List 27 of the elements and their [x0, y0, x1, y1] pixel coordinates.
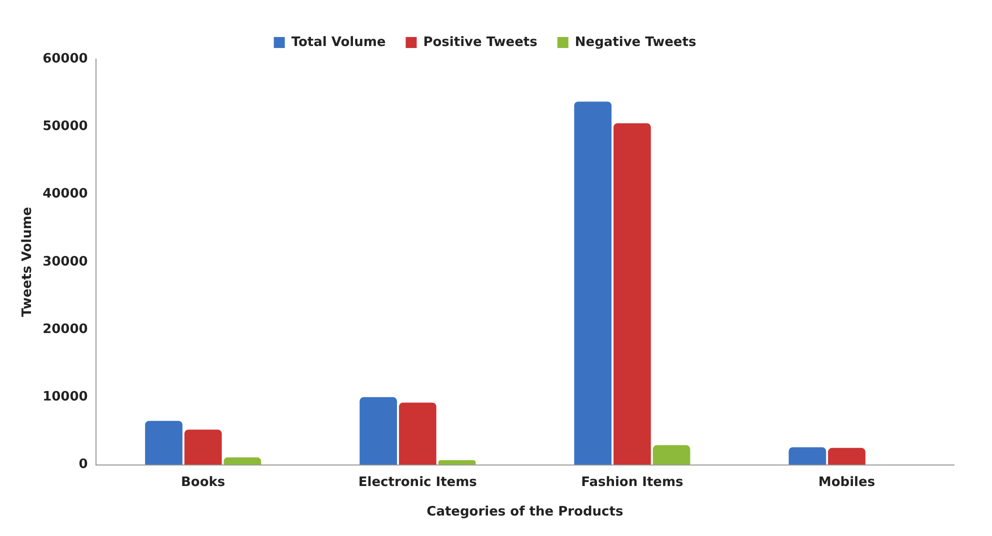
legend-label: Negative Tweets	[574, 34, 696, 50]
legend-label: Positive Tweets	[423, 34, 538, 50]
y-tick-label: 10000	[42, 390, 88, 405]
legend-label: Total Volume	[291, 34, 386, 50]
y-axis-title: Tweets Volume	[20, 206, 36, 317]
bar	[574, 102, 612, 465]
bar	[360, 397, 397, 465]
y-tick-label: 30000	[42, 254, 88, 270]
x-tick-label: Mobiles	[818, 474, 876, 490]
bar	[828, 448, 866, 465]
bar	[184, 430, 222, 465]
bar	[438, 460, 476, 465]
x-tick-label: Fashion Items	[581, 474, 684, 490]
bar	[614, 123, 651, 465]
x-tick-label: Electronic Items	[358, 474, 478, 490]
x-axis-title: Categories of the Products	[426, 504, 624, 520]
y-tick-label: 60000	[42, 51, 88, 66]
y-tick-label: 0	[78, 457, 88, 472]
bar	[224, 457, 262, 465]
x-tick-label: Books	[181, 474, 226, 490]
bar	[788, 447, 826, 465]
bar	[145, 420, 182, 465]
y-tick-label: 50000	[42, 119, 88, 134]
bar	[652, 445, 690, 465]
bar	[398, 402, 436, 465]
y-tick-label: 40000	[42, 186, 88, 202]
y-tick-label: 20000	[42, 322, 88, 337]
